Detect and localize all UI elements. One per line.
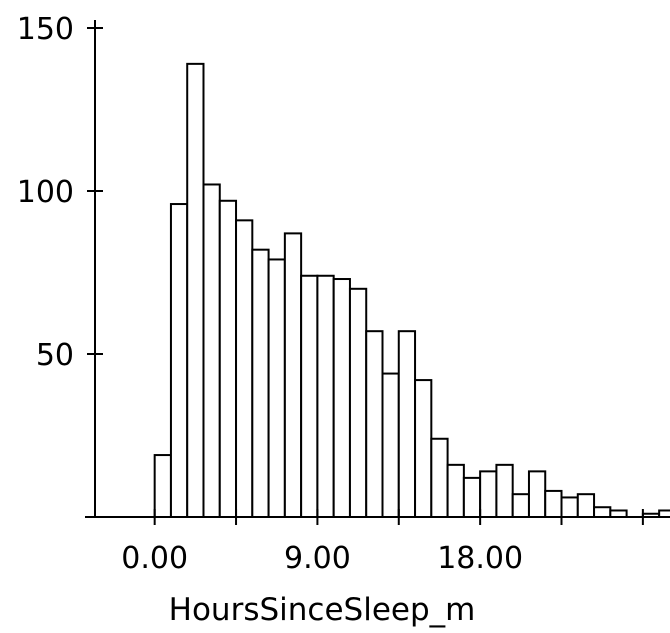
histogram-bar <box>479 470 498 518</box>
histogram-bar <box>300 274 319 519</box>
histogram-bar <box>169 203 189 518</box>
histogram-bar <box>381 372 400 518</box>
x-tick-label: 9.00 <box>284 541 351 576</box>
histogram-bar <box>186 62 205 519</box>
histogram-bar <box>511 493 530 518</box>
histogram-bar <box>332 278 351 518</box>
x-axis-title: HoursSinceSleep_m <box>169 592 476 628</box>
histogram-bar <box>430 437 449 519</box>
histogram-bar <box>153 454 172 518</box>
histogram-bar <box>365 330 384 518</box>
histogram-bar <box>495 463 514 518</box>
histogram-bar <box>560 496 579 519</box>
histogram-bar <box>446 463 465 518</box>
x-tick-label: 18.00 <box>437 541 523 576</box>
histogram-bar <box>316 274 335 519</box>
histogram-bar <box>348 287 368 518</box>
histogram-bar <box>397 330 417 518</box>
y-tick-label: 50 <box>36 338 74 373</box>
histogram-bar <box>218 199 238 518</box>
y-tick-label: 100 <box>17 175 74 210</box>
x-tick-label: 0.00 <box>121 541 188 576</box>
histogram-bar <box>267 258 286 518</box>
histogram-bar <box>283 232 303 518</box>
histogram-bar <box>462 476 482 519</box>
histogram-bar <box>251 248 270 518</box>
histogram-bar <box>527 470 547 518</box>
histogram-bar <box>414 379 433 518</box>
histogram-bar <box>202 183 221 518</box>
histogram-bar <box>593 506 612 519</box>
y-tick-label: 150 <box>17 12 74 47</box>
histogram-bar <box>235 219 254 518</box>
bars-group <box>153 62 670 519</box>
y-ticks-group: 50 100 150 <box>17 12 103 373</box>
histogram-bar <box>576 493 596 518</box>
histogram-bar <box>544 489 563 519</box>
x-ticks-group: 0.00 9.00 18.00 <box>121 509 644 576</box>
